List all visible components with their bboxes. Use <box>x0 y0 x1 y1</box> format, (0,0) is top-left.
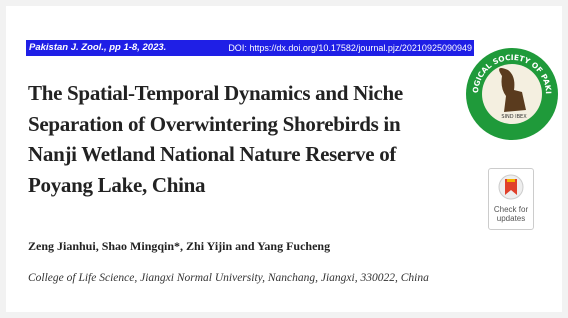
title-line: Nanji Wetland National Nature Reserve of <box>28 139 403 170</box>
logo-caption: SIND IBEX <box>501 114 527 120</box>
affiliation: College of Life Science, Jiangxi Normal … <box>28 272 429 284</box>
badge-line: Check for <box>489 205 533 214</box>
authors: Zeng Jianhui, Shao Mingqin*, Zhi Yijin a… <box>28 239 330 254</box>
title: The Spatial-Temporal Dynamics and Niche … <box>28 78 403 200</box>
check-for-updates[interactable]: Check for updates <box>488 168 534 230</box>
title-line: Separation of Overwintering Shorebirds i… <box>28 109 403 140</box>
journal-info: Pakistan J. Zool., pp 1-8, 2023. <box>29 42 166 53</box>
title-line: Poyang Lake, China <box>28 170 403 201</box>
badge-icon <box>498 173 524 203</box>
screen: {"header": {"journal": "Pakistan J. Zool… <box>0 0 568 318</box>
journal-bar: Pakistan J. Zool., pp 1-8, 2023. DOI: ht… <box>26 40 474 56</box>
badge-line: updates <box>489 214 533 223</box>
paper-header: Pakistan J. Zool., pp 1-8, 2023. DOI: ht… <box>6 6 562 312</box>
doi[interactable]: DOI: https://dx.doi.org/10.17582/journal… <box>228 43 472 53</box>
title-line: The Spatial-Temporal Dynamics and Niche <box>28 78 403 109</box>
society-logo: ZOOLOGICAL SOCIETY OF PAKISTAN SIND IBEX <box>464 46 560 142</box>
